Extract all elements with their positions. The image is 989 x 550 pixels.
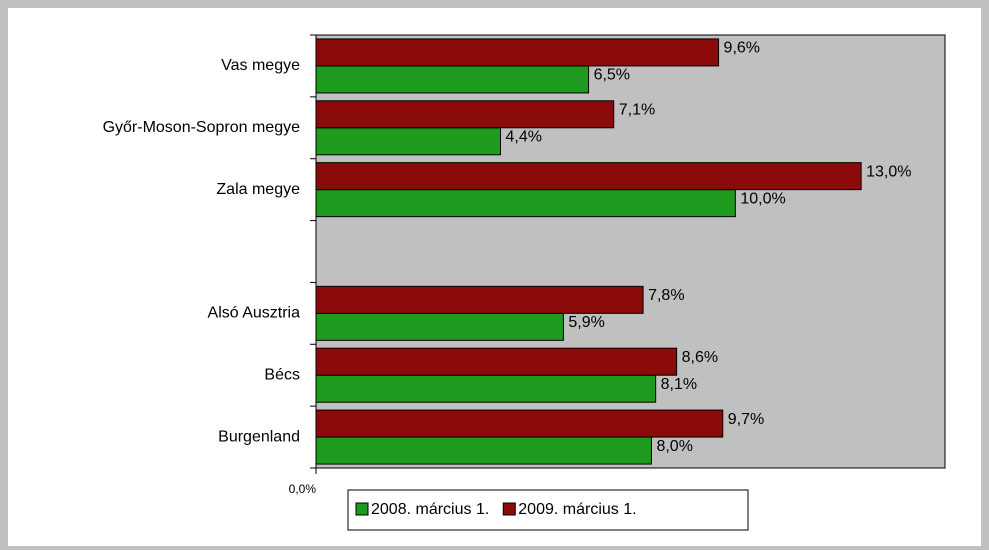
value-label: 4,4% [506,129,542,146]
bar [315,127,502,156]
bar [315,436,652,465]
category-label: Vas megye [221,57,300,74]
bar [315,65,590,94]
value-label: 7,1% [619,102,655,119]
value-label: 9,6% [724,40,760,57]
x-tick-label: 0,0% [289,482,317,496]
value-label: 8,0% [656,438,692,455]
bar [315,347,678,376]
bar [315,100,615,129]
bar [315,374,657,403]
value-label: 7,8% [648,287,684,304]
legend-swatch [502,502,516,516]
value-label: 8,6% [682,349,718,366]
category-label: Alsó Ausztria [208,305,301,322]
value-label: 13,0% [866,163,911,180]
value-label: 5,9% [568,314,604,331]
value-label: 6,5% [594,67,630,84]
value-label: 9,7% [728,411,764,428]
category-label: Bécs [264,366,300,383]
legend-label: 2009. március 1. [518,501,636,518]
legend-label: 2008. március 1. [371,501,489,518]
category-label: Burgenland [218,428,300,445]
bar [315,162,862,191]
bar [315,409,724,438]
legend [347,489,749,531]
value-label: 8,1% [661,376,697,393]
bar [315,312,564,341]
category-label: Győr-Moson-Sopron megye [103,119,301,136]
legend-swatch [355,502,369,516]
bar [315,285,644,314]
category-label: Zala megye [216,181,300,198]
bar [315,38,720,67]
plot-area [315,34,946,469]
bar [315,189,736,218]
value-label: 10,0% [740,190,785,207]
